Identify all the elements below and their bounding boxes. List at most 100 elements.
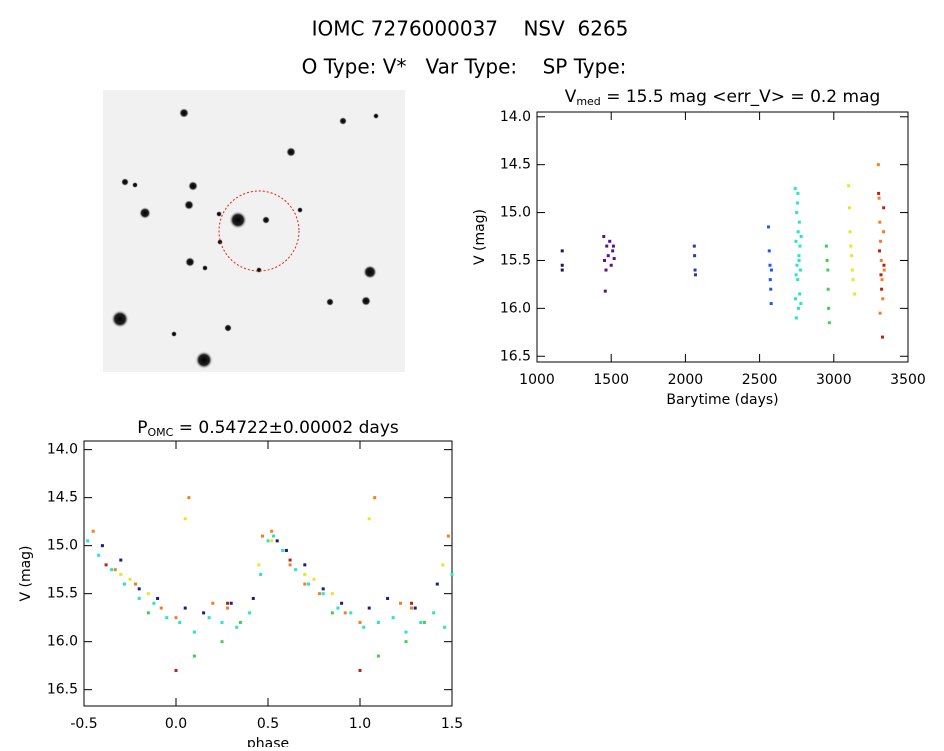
data-point	[768, 278, 772, 282]
data-point	[825, 258, 829, 262]
data-point	[174, 668, 178, 672]
data-point	[275, 539, 279, 543]
data-point	[795, 211, 799, 215]
data-point	[881, 297, 885, 301]
data-point	[178, 620, 182, 624]
data-point	[609, 263, 613, 267]
data-point	[362, 625, 366, 629]
data-point	[847, 206, 851, 210]
data-point	[104, 563, 108, 567]
data-point	[303, 572, 307, 576]
data-point	[798, 292, 802, 296]
y-tick-label: 15.0	[47, 538, 78, 554]
data-point	[882, 263, 886, 267]
data-point	[257, 563, 261, 567]
data-point	[850, 254, 854, 258]
data-point	[235, 625, 239, 629]
chart-title: POMC = 0.54722±0.00002 days	[137, 418, 399, 439]
data-point	[882, 230, 886, 234]
data-point	[603, 258, 607, 262]
data-point	[367, 606, 371, 610]
data-point	[879, 258, 883, 262]
data-point	[608, 239, 612, 243]
data-point	[146, 592, 150, 596]
data-point	[612, 257, 616, 261]
data-point	[340, 601, 344, 605]
data-point	[259, 572, 263, 576]
data-point	[432, 611, 436, 615]
data-point	[159, 606, 163, 610]
data-point	[288, 558, 292, 562]
data-point	[270, 539, 274, 543]
data-point	[226, 601, 230, 605]
data-point	[882, 268, 886, 272]
y-tick-label: 15.5	[500, 252, 531, 268]
x-tick-label: 0.0	[165, 716, 187, 732]
title-part: V	[565, 87, 577, 107]
title-part: = 15.5 mag <err_V> = 0.2 mag	[601, 87, 881, 107]
data-point	[312, 577, 316, 581]
data-point	[794, 239, 798, 243]
y-tick-label: 14.5	[500, 157, 531, 173]
data-point	[827, 321, 831, 325]
x-tick-label: 1000	[519, 372, 555, 388]
data-point	[192, 630, 196, 634]
data-point	[877, 191, 881, 195]
data-point	[606, 254, 610, 258]
data-point	[560, 268, 564, 272]
data-point	[443, 625, 447, 629]
data-point	[798, 268, 802, 272]
data-point	[266, 539, 270, 543]
data-point	[251, 596, 255, 600]
data-point	[376, 620, 380, 624]
data-point	[850, 268, 854, 272]
data-point	[824, 244, 828, 248]
data-point	[693, 254, 697, 258]
data-point	[376, 654, 380, 658]
y-tick-label: 14.0	[47, 442, 78, 458]
y-axis-label: V (mag)	[472, 209, 488, 265]
data-point	[248, 611, 252, 615]
data-point	[413, 606, 417, 610]
data-point	[183, 606, 187, 610]
y-tick-label: 14.5	[47, 490, 78, 506]
data-point	[879, 239, 883, 243]
data-point	[386, 596, 390, 600]
data-point	[226, 606, 230, 610]
data-point	[769, 268, 773, 272]
data-point	[192, 654, 196, 658]
data-point	[294, 568, 298, 572]
data-point	[876, 163, 880, 167]
data-point	[767, 249, 771, 253]
data-point	[604, 268, 608, 272]
data-point	[165, 616, 169, 620]
title-part: med	[576, 95, 600, 108]
data-point	[137, 587, 141, 591]
data-point	[767, 225, 771, 229]
data-point	[849, 244, 853, 248]
title-part: P	[137, 418, 147, 438]
data-point	[330, 592, 334, 596]
data-point	[446, 534, 450, 538]
data-point	[284, 548, 288, 552]
data-point	[877, 196, 881, 200]
data-point	[435, 582, 439, 586]
data-point	[422, 620, 426, 624]
data-point	[119, 558, 123, 562]
data-point	[878, 220, 882, 224]
data-point	[146, 611, 150, 615]
data-point	[86, 539, 90, 543]
plot-frame	[83, 440, 453, 707]
data-point	[134, 582, 138, 586]
x-tick-label: 1.0	[349, 716, 371, 732]
data-point	[91, 529, 95, 533]
x-axis-label: Barytime (days)	[666, 392, 778, 408]
page-subtitle: O Type: V* Var Type: SP Type:	[302, 55, 627, 79]
title-part: = 0.54722±0.00002 days	[173, 418, 399, 438]
data-point	[827, 306, 831, 310]
data-point	[187, 496, 191, 500]
data-point	[560, 249, 564, 253]
data-point	[404, 640, 408, 644]
data-point	[419, 620, 423, 624]
y-tick-label: 16.0	[47, 634, 78, 650]
